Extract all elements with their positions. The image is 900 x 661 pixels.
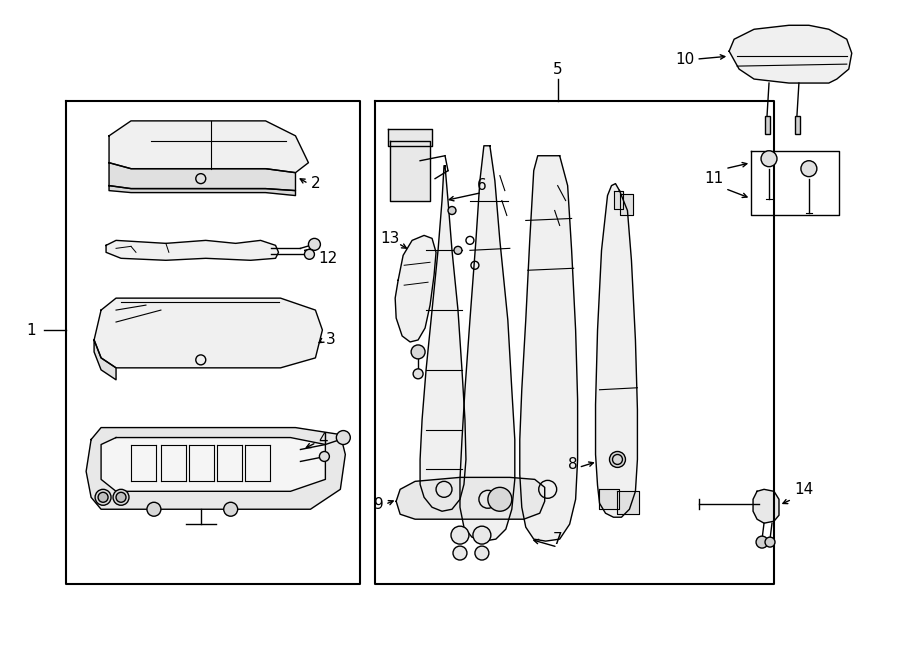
Text: 6: 6 [477, 178, 487, 193]
Circle shape [304, 249, 314, 259]
Polygon shape [620, 194, 634, 215]
Circle shape [147, 502, 161, 516]
Text: 13: 13 [381, 231, 400, 246]
Circle shape [454, 247, 462, 254]
Text: 14: 14 [794, 482, 814, 497]
Polygon shape [598, 489, 619, 509]
Circle shape [475, 546, 489, 560]
Circle shape [413, 369, 423, 379]
Polygon shape [617, 491, 639, 514]
Polygon shape [94, 340, 116, 380]
Circle shape [309, 239, 320, 251]
Circle shape [95, 489, 111, 505]
Circle shape [472, 526, 490, 544]
Circle shape [113, 489, 129, 505]
Polygon shape [391, 141, 430, 200]
Circle shape [98, 492, 108, 502]
Bar [765, 116, 770, 134]
Polygon shape [106, 241, 278, 260]
Polygon shape [395, 235, 436, 342]
Polygon shape [86, 428, 346, 509]
Polygon shape [375, 101, 774, 584]
Text: 1: 1 [26, 323, 36, 338]
Polygon shape [94, 298, 322, 368]
Circle shape [224, 502, 238, 516]
Polygon shape [420, 166, 466, 511]
Polygon shape [67, 101, 360, 584]
Text: 2: 2 [310, 176, 320, 191]
Text: 3: 3 [326, 332, 335, 348]
Text: 9: 9 [374, 497, 384, 512]
Text: 12: 12 [319, 251, 338, 266]
Polygon shape [615, 190, 624, 208]
Polygon shape [396, 477, 544, 519]
Bar [795, 116, 800, 134]
Polygon shape [109, 121, 309, 173]
Circle shape [411, 345, 425, 359]
Circle shape [761, 151, 777, 167]
Polygon shape [520, 156, 578, 541]
Polygon shape [101, 438, 326, 491]
Circle shape [451, 526, 469, 544]
Polygon shape [753, 489, 779, 524]
Circle shape [320, 451, 329, 461]
Circle shape [488, 487, 512, 511]
Polygon shape [596, 184, 637, 517]
Circle shape [756, 536, 768, 548]
Circle shape [765, 537, 775, 547]
Polygon shape [729, 25, 851, 83]
Polygon shape [109, 186, 295, 196]
Polygon shape [388, 129, 432, 146]
Text: 11: 11 [704, 171, 724, 186]
Circle shape [801, 161, 817, 176]
Text: 10: 10 [675, 52, 694, 67]
Text: 8: 8 [568, 457, 578, 472]
Polygon shape [109, 163, 295, 190]
Circle shape [448, 206, 456, 214]
Circle shape [337, 430, 350, 444]
Circle shape [453, 546, 467, 560]
Text: 4: 4 [319, 432, 328, 447]
Circle shape [609, 451, 626, 467]
Circle shape [116, 492, 126, 502]
Text: 7: 7 [553, 531, 562, 547]
Text: 5: 5 [553, 61, 562, 77]
Polygon shape [460, 146, 515, 541]
